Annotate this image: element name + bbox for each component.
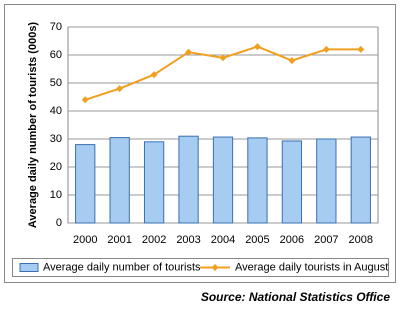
- x-tick-label: 2005: [245, 234, 269, 246]
- line-marker: [253, 43, 261, 51]
- bar: [316, 138, 337, 224]
- x-tick-label: 2001: [107, 234, 131, 246]
- line-marker: [322, 45, 330, 53]
- y-tick-label: 50: [50, 77, 62, 89]
- x-tick-label: 2008: [349, 234, 373, 246]
- bar: [178, 135, 199, 224]
- y-tick-label: 30: [50, 133, 62, 145]
- line-marker: [81, 96, 89, 104]
- y-tick-label: 70: [50, 21, 62, 33]
- line-marker: [219, 54, 227, 62]
- bar: [75, 144, 96, 224]
- bar: [281, 140, 303, 224]
- bar: [212, 136, 234, 224]
- line-marker: [357, 45, 365, 53]
- legend-swatch-marker: [211, 264, 219, 271]
- y-tick-label: 20: [50, 161, 62, 173]
- bar: [143, 141, 165, 224]
- legend-label: Average daily number of tourists: [43, 261, 201, 273]
- line-marker: [116, 85, 124, 93]
- y-tick-label: 60: [50, 49, 62, 61]
- x-tick-label: 2002: [142, 234, 166, 246]
- y-tick-label: 40: [50, 105, 62, 117]
- legend-label: Average daily tourists in August: [235, 261, 388, 273]
- y-tick-label: 10: [50, 189, 62, 201]
- line-marker: [150, 71, 158, 79]
- y-axis-label: Average daily number of tourists (000s): [27, 22, 39, 229]
- x-tick-label: 2007: [314, 234, 338, 246]
- bar: [350, 136, 371, 224]
- line-marker: [288, 57, 296, 65]
- bar: [109, 137, 130, 224]
- y-tick-label: 0: [56, 217, 62, 229]
- x-tick-label: 2006: [280, 234, 304, 246]
- x-tick-label: 2000: [73, 234, 97, 246]
- legend-swatch: [19, 263, 39, 272]
- x-tick-label: 2003: [176, 234, 200, 246]
- line-marker: [185, 48, 193, 56]
- x-tick-label: 2004: [211, 234, 235, 246]
- bar: [247, 137, 268, 224]
- source-note: Source: National Statistics Office: [201, 290, 390, 304]
